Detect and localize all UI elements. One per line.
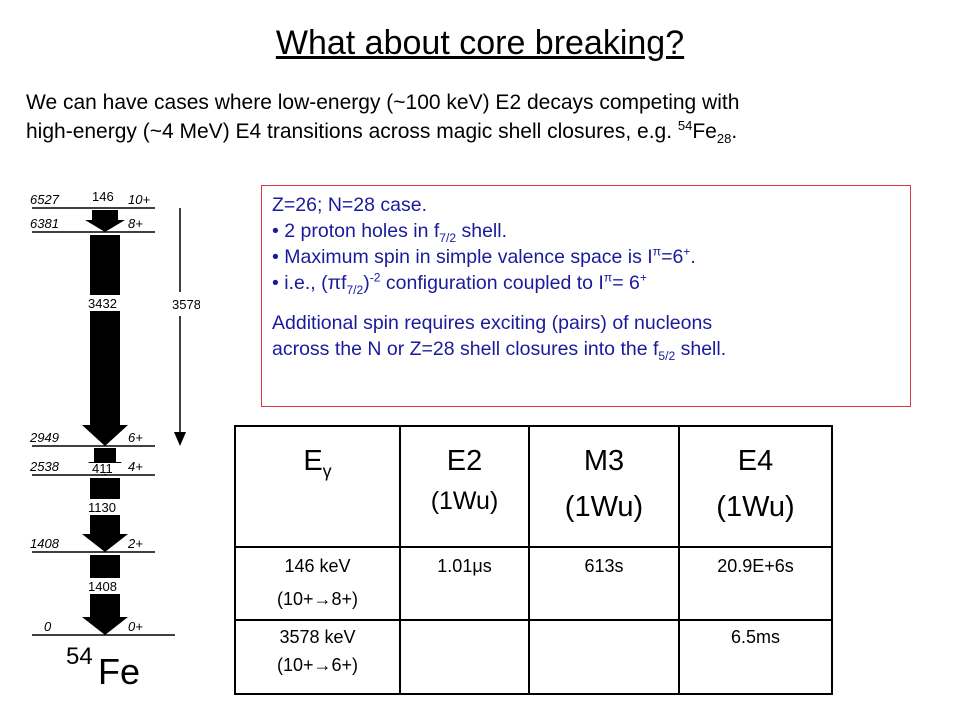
intro-mass-number: 54 (677, 118, 693, 133)
info-b3-sub: 7/2 (346, 282, 364, 297)
transition-energy-3432: 3432 (88, 296, 117, 311)
cell-m3: 613s (528, 546, 680, 621)
level-scheme-diagram: 6527 6381 2949 2538 1408 0 10+ 8+ 6+ 4+ … (29, 188, 200, 692)
table-row: 146 keV (10+→8+) 1.01μs 613s 20.9E+6s (234, 546, 833, 621)
info-b3-sup: -2 (369, 270, 381, 285)
page-title: What about core breaking? (275, 24, 685, 62)
transition-energy-1408: 1408 (88, 579, 117, 594)
header-m3-main: M3 (583, 445, 625, 477)
info-b3-mid3: = 6 (612, 272, 640, 294)
info-b1-sub: 7/2 (439, 230, 457, 245)
intro-line-2-text: high-energy (~4 MeV) E4 transitions acro… (26, 120, 678, 143)
info-b1-text: • 2 proton holes in f (272, 220, 440, 242)
transition-arrow-1130-head (82, 534, 128, 552)
info-bullet-proton-holes: • 2 proton holes in f7/2 shell. (272, 218, 910, 244)
cell-e2 (399, 619, 530, 695)
header-e4-main: E4 (737, 445, 774, 477)
info-box: Z=26; N=28 case. • 2 proton holes in f7/… (261, 185, 911, 407)
cell-transition: (10+→6+) (276, 655, 359, 675)
info-b2-mid: =6 (661, 246, 684, 268)
cell-energy: 146 keV (10+→8+) (234, 546, 401, 621)
info-b2-sup1: π (652, 244, 662, 259)
level-spin-8: 8+ (128, 216, 143, 231)
header-egamma-main: E (303, 445, 323, 477)
level-energy-6527: 6527 (30, 192, 60, 207)
info-bullet-max-spin: • Maximum spin in simple valence space i… (272, 244, 910, 270)
info-b3-mid2: configuration coupled to I (380, 272, 604, 294)
transition-energy-411: 411 (92, 461, 113, 476)
intro-end: . (731, 120, 738, 143)
cell-energy: 3578 keV (10+→6+) (234, 619, 401, 695)
info-paragraph-line-1: Additional spin requires exciting (pairs… (272, 312, 713, 334)
header-egamma-sub: γ (322, 460, 332, 481)
cell-e4: 20.9E+6s (678, 546, 833, 621)
cell-transition: (10+→8+) (276, 589, 359, 609)
info-b2-post: . (690, 246, 696, 268)
info-b3-text: • i.e., (πf (272, 272, 347, 294)
level-energy-1408: 1408 (30, 536, 60, 551)
level-spin-10: 10+ (128, 192, 150, 207)
level-energy-0: 0 (44, 619, 52, 634)
info-line-case: Z=26; N=28 case. (272, 194, 428, 216)
transition-arrowhead-3578 (174, 432, 186, 446)
header-egamma: Eγ (234, 425, 401, 548)
intro-z-subscript: 28 (716, 131, 732, 147)
info-para-text: across the N or Z=28 shell closures into… (272, 338, 659, 360)
transition-energy-1130: 1130 (88, 500, 116, 515)
transition-arrow-3432-shaft (90, 235, 120, 425)
header-m3-unit: (1Wu) (564, 491, 644, 523)
nucleus-symbol: Fe (98, 651, 140, 692)
info-b3-mid: ) (363, 272, 370, 294)
cell-energy-value: 146 keV (284, 556, 351, 576)
level-spin-4: 4+ (128, 459, 143, 474)
level-spin-6: 6+ (128, 430, 143, 445)
intro-text: We can have cases where low-energy (~100… (26, 88, 946, 146)
info-para-post: shell. (675, 338, 727, 360)
header-e2-unit: (1Wu) (430, 487, 499, 515)
level-energy-2949: 2949 (29, 430, 59, 445)
info-para-sub: 5/2 (658, 348, 676, 363)
header-e4: E4 (1Wu) (678, 425, 833, 548)
cell-energy-value: 3578 keV (279, 627, 356, 647)
info-paragraph-line-2: across the N or Z=28 shell closures into… (272, 336, 910, 362)
header-e4-unit: (1Wu) (716, 491, 795, 523)
lifetime-table: Eγ E2 (1Wu) M3 (1Wu) E4 (1Wu) 146 keV (10+→8… (234, 425, 833, 695)
transition-arrow-1408-head (82, 617, 128, 635)
nucleus-mass: 54 (66, 643, 93, 670)
info-b2-text: • Maximum spin in simple valence space i… (272, 246, 653, 268)
level-energy-2538: 2538 (29, 459, 60, 474)
intro-line-2: high-energy (~4 MeV) E4 transitions acro… (26, 117, 946, 146)
level-spin-0: 0+ (128, 619, 143, 634)
level-energy-6381: 6381 (30, 216, 59, 231)
intro-element: Fe (692, 120, 717, 143)
header-e2-main: E2 (446, 445, 483, 477)
transition-arrow-3432-head (82, 425, 128, 446)
cell-e2: 1.01μs (399, 546, 530, 621)
transition-arrow-146 (85, 210, 125, 232)
intro-line-1: We can have cases where low-energy (~100… (26, 91, 740, 114)
transition-energy-3578: 3578 (172, 297, 200, 312)
header-e2: E2 (1Wu) (399, 425, 530, 548)
info-b2-sup2: + (683, 244, 691, 259)
info-b3-sup2: π (603, 270, 613, 285)
info-b1-post: shell. (456, 220, 508, 242)
info-b3-sup3: + (639, 270, 647, 285)
header-m3: M3 (1Wu) (528, 425, 680, 548)
cell-e4: 6.5ms (678, 619, 833, 695)
transition-energy-146: 146 (92, 189, 114, 204)
info-bullet-configuration: • i.e., (πf7/2)-2 configuration coupled … (272, 270, 910, 296)
table-header-row: Eγ E2 (1Wu) M3 (1Wu) E4 (1Wu) (234, 425, 833, 548)
cascade-arrows (82, 210, 128, 635)
table-row: 3578 keV (10+→6+) 6.5ms (234, 619, 833, 695)
level-spin-2: 2+ (127, 536, 143, 551)
cell-m3 (528, 619, 680, 695)
